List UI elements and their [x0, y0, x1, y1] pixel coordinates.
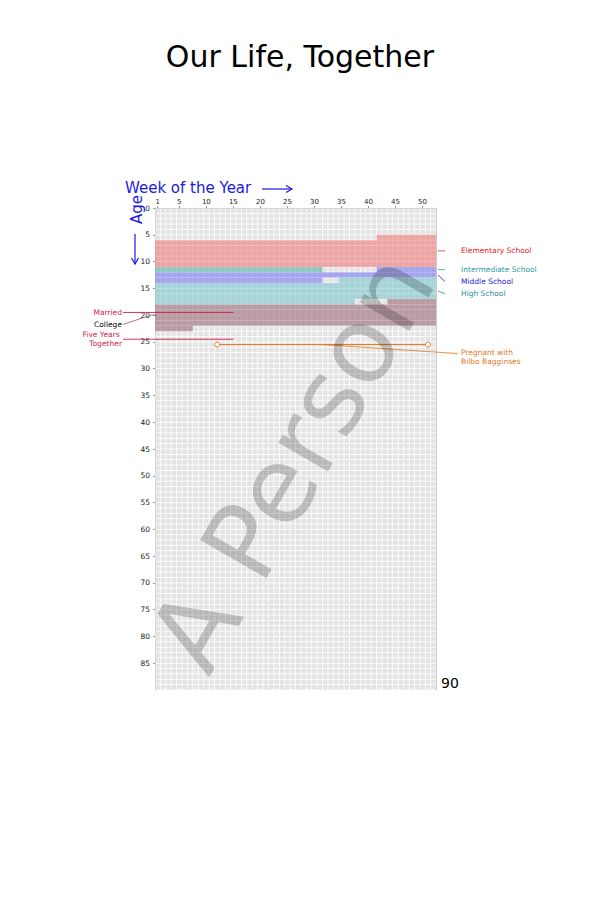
svg-text:65: 65 — [140, 552, 150, 561]
svg-text:45: 45 — [391, 198, 400, 206]
svg-text:30: 30 — [140, 364, 150, 373]
svg-text:25: 25 — [283, 198, 292, 206]
svg-text:55: 55 — [140, 498, 150, 507]
svg-text:50: 50 — [140, 471, 150, 480]
svg-text:Pregnant with: Pregnant with — [461, 348, 515, 357]
svg-text:A Person: A Person — [125, 233, 460, 691]
svg-text:25: 25 — [140, 337, 150, 346]
svg-text:Middle School: Middle School — [461, 277, 513, 286]
svg-text:1: 1 — [155, 198, 159, 206]
svg-text:Our Life, Together: Our Life, Together — [166, 39, 435, 74]
svg-text:Together: Together — [88, 339, 123, 348]
svg-text:15: 15 — [229, 198, 238, 206]
svg-text:20: 20 — [256, 198, 265, 206]
svg-text:High School: High School — [461, 289, 506, 298]
svg-text:70: 70 — [140, 578, 150, 587]
svg-text:60: 60 — [140, 525, 150, 534]
svg-text:10: 10 — [140, 257, 150, 266]
svg-text:Married: Married — [93, 308, 122, 317]
svg-text:Bilbo Bagginses: Bilbo Bagginses — [461, 357, 521, 366]
svg-text:5: 5 — [145, 230, 150, 239]
svg-text:45: 45 — [140, 445, 150, 454]
svg-text:Intermediate School: Intermediate School — [461, 265, 537, 274]
svg-text:5: 5 — [177, 198, 181, 206]
svg-text:10: 10 — [202, 198, 211, 206]
svg-text:Five Years: Five Years — [83, 330, 122, 339]
svg-text:40: 40 — [140, 418, 150, 427]
svg-text:90: 90 — [441, 675, 459, 691]
svg-text:35: 35 — [140, 391, 150, 400]
svg-text:College: College — [94, 320, 122, 329]
svg-text:40: 40 — [364, 198, 373, 206]
svg-text:85: 85 — [140, 659, 150, 668]
svg-text:Elementary School: Elementary School — [461, 246, 531, 255]
svg-text:20: 20 — [140, 310, 150, 320]
svg-text:Week of the Year: Week of the Year — [125, 179, 252, 197]
svg-text:Age: Age — [128, 195, 146, 224]
svg-text:0: 0 — [145, 204, 150, 213]
svg-text:50: 50 — [418, 198, 427, 206]
svg-text:35: 35 — [337, 198, 346, 206]
svg-text:30: 30 — [310, 198, 319, 206]
svg-text:15: 15 — [140, 284, 150, 293]
